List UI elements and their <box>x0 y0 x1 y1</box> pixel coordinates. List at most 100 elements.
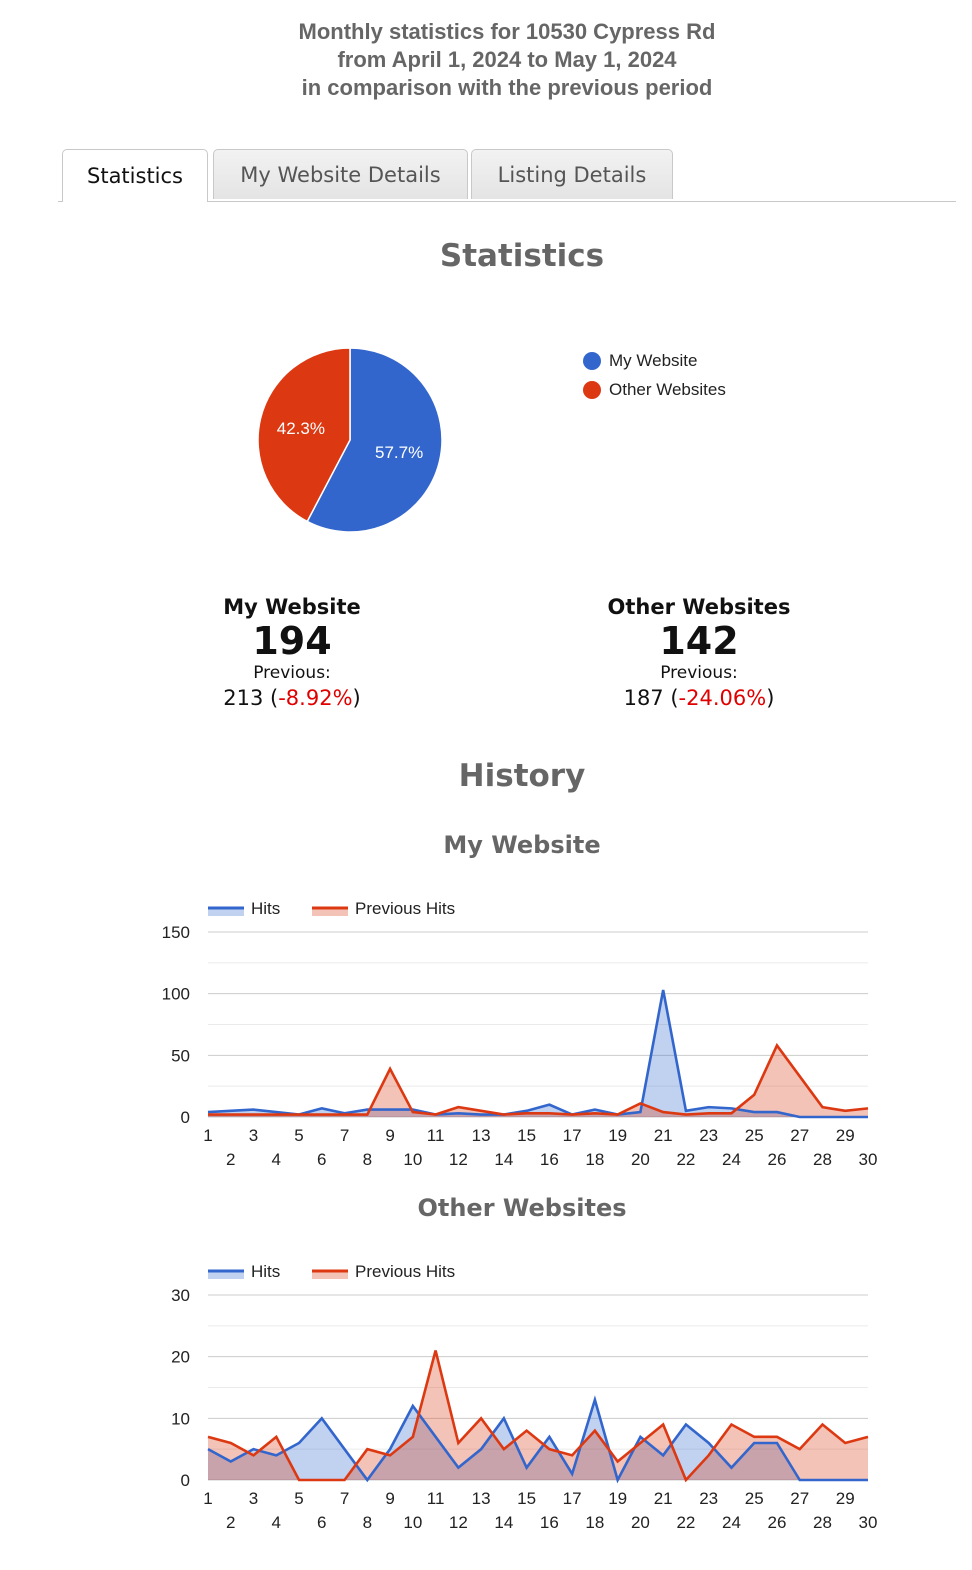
pie-legend-item-my-website: My Website <box>583 346 726 375</box>
change-percent: -24.06% <box>678 686 767 710</box>
x-tick-label: 29 <box>836 1489 855 1508</box>
pie-legend-label: My Website <box>609 350 698 370</box>
change-percent: -8.92% <box>278 686 353 710</box>
y-tick-label: 30 <box>171 1286 190 1305</box>
legend-swatch-fill <box>208 908 244 916</box>
x-tick-label: 30 <box>859 1513 878 1532</box>
x-tick-label: 14 <box>494 1513 513 1532</box>
x-tick-label: 17 <box>563 1126 582 1145</box>
chart-title-my-website: My Website <box>443 831 601 859</box>
pie-slice-label: 42.3% <box>277 419 325 438</box>
x-tick-label: 18 <box>585 1513 604 1532</box>
x-tick-label: 6 <box>317 1150 326 1169</box>
y-tick-label: 10 <box>171 1409 190 1428</box>
legend-label: Previous Hits <box>355 899 455 918</box>
legend-item: Hits <box>208 1262 280 1281</box>
y-tick-label: 100 <box>162 985 190 1004</box>
pie-chart: 57.7% 42.3% <box>257 347 443 533</box>
legend-label: Hits <box>251 899 280 918</box>
x-tick-label: 27 <box>790 1489 809 1508</box>
x-tick-label: 20 <box>631 1513 650 1532</box>
x-tick-label: 23 <box>699 1126 718 1145</box>
x-tick-label: 4 <box>272 1150 281 1169</box>
x-tick-label: 10 <box>403 1150 422 1169</box>
summary-previous-label: Previous: <box>660 663 738 683</box>
x-tick-label: 27 <box>790 1126 809 1145</box>
tab-statistics[interactable]: Statistics <box>62 149 208 202</box>
x-tick-label: 24 <box>722 1150 741 1169</box>
x-tick-label: 2 <box>226 1150 235 1169</box>
x-tick-label: 8 <box>363 1150 372 1169</box>
x-tick-label: 5 <box>294 1489 303 1508</box>
report-title-line-1: Monthly statistics for 10530 Cypress Rd <box>298 19 716 44</box>
x-tick-label: 11 <box>427 1489 445 1508</box>
x-tick-label: 28 <box>813 1150 832 1169</box>
tab-bar: Statistics My Website Details Listing De… <box>58 149 956 202</box>
x-tick-label: 25 <box>745 1126 764 1145</box>
x-tick-label: 9 <box>385 1489 394 1508</box>
x-tick-label: 13 <box>472 1489 491 1508</box>
x-tick-label: 22 <box>676 1513 695 1532</box>
other-websites-summary: Other Websites 142 Previous: 187 (-24.06… <box>549 594 849 712</box>
x-tick-label: 4 <box>272 1513 281 1532</box>
x-tick-label: 17 <box>563 1489 582 1508</box>
report-title-line-2: from April 1, 2024 to May 1, 2024 <box>337 47 677 72</box>
pie-legend-item-other-websites: Other Websites <box>583 375 726 404</box>
x-tick-label: 2 <box>226 1513 235 1532</box>
pie-slice <box>306 347 443 533</box>
legend-item: Previous Hits <box>312 1262 455 1281</box>
series-area <box>208 1045 868 1117</box>
x-tick-label: 9 <box>385 1126 394 1145</box>
history-heading: History <box>458 758 586 794</box>
report-header: Monthly statistics for 10530 Cypress Rd … <box>0 18 972 102</box>
x-tick-label: 3 <box>249 1489 258 1508</box>
x-tick-label: 18 <box>585 1150 604 1169</box>
x-tick-label: 19 <box>608 1126 627 1145</box>
y-tick-label: 0 <box>181 1471 190 1490</box>
series-line <box>207 989 868 1119</box>
x-tick-label: 29 <box>836 1126 855 1145</box>
report-title-line-3: in comparison with the previous period <box>301 75 713 100</box>
legend-swatch-fill <box>312 908 348 916</box>
previous-count: 213 <box>223 686 264 710</box>
x-tick-label: 10 <box>403 1513 422 1532</box>
summary-previous-value: 213 (-8.92%) <box>223 686 361 710</box>
pie-legend: My Website Other Websites <box>583 346 726 404</box>
x-tick-label: 12 <box>449 1513 468 1532</box>
x-tick-label: 7 <box>340 1126 349 1145</box>
my-website-summary: My Website 194 Previous: 213 (-8.92%) <box>142 594 442 712</box>
pie-legend-label: Other Websites <box>609 379 726 399</box>
x-tick-label: 23 <box>699 1489 718 1508</box>
legend-label: Previous Hits <box>355 1262 455 1281</box>
legend-dot-icon <box>583 380 601 399</box>
summary-value: 142 <box>659 619 739 663</box>
x-tick-label: 26 <box>768 1150 787 1169</box>
x-tick-label: 3 <box>249 1126 258 1145</box>
x-tick-label: 8 <box>363 1513 372 1532</box>
y-tick-label: 150 <box>162 923 190 942</box>
y-tick-label: 0 <box>181 1108 190 1127</box>
x-tick-label: 20 <box>631 1150 650 1169</box>
x-tick-label: 5 <box>294 1126 303 1145</box>
series-line <box>207 1350 869 1483</box>
x-tick-label: 24 <box>722 1513 741 1532</box>
summary-previous-label: Previous: <box>253 663 331 683</box>
x-tick-label: 22 <box>676 1150 695 1169</box>
legend-dot-icon <box>583 351 601 370</box>
tab-my-website-details[interactable]: My Website Details <box>213 149 468 199</box>
x-tick-label: 28 <box>813 1513 832 1532</box>
x-tick-label: 30 <box>859 1150 878 1169</box>
tab-listing-details[interactable]: Listing Details <box>471 149 673 199</box>
legend-swatch-fill <box>208 1271 244 1279</box>
y-tick-label: 50 <box>171 1046 190 1065</box>
summary-label: My Website <box>223 595 361 619</box>
x-tick-label: 15 <box>517 1126 536 1145</box>
x-tick-label: 21 <box>654 1489 673 1508</box>
series-line <box>208 1042 869 1116</box>
x-tick-label: 15 <box>517 1489 536 1508</box>
x-tick-label: 7 <box>340 1489 349 1508</box>
x-tick-label: 16 <box>540 1150 559 1169</box>
x-tick-label: 16 <box>540 1513 559 1532</box>
